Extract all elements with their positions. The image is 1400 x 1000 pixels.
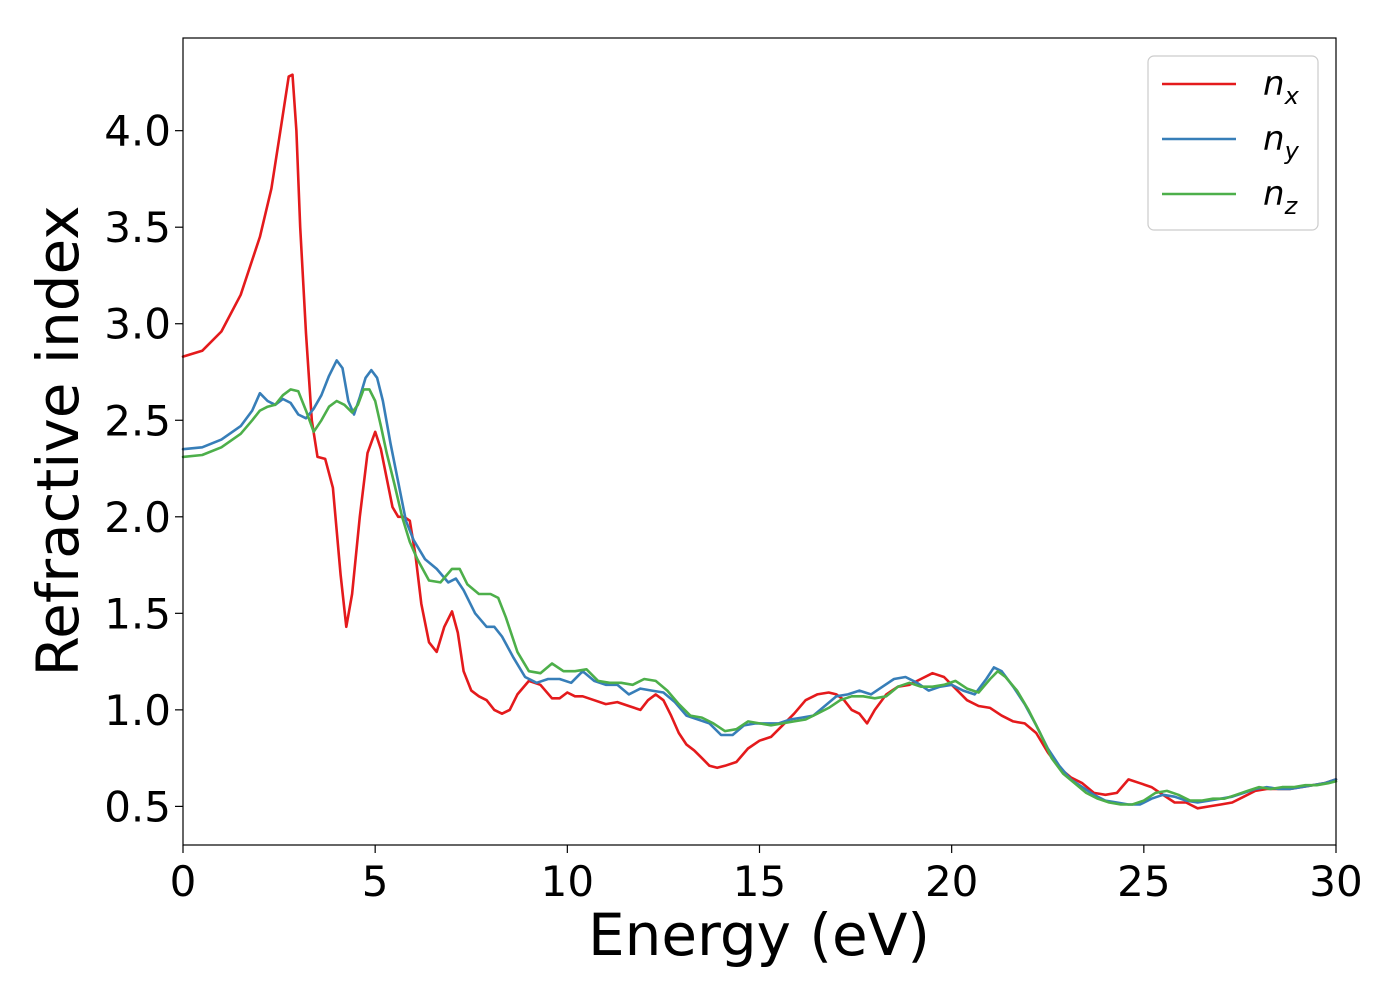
y-tick-label: 2.0 [104,493,171,542]
x-tick-label: 25 [1117,857,1170,906]
y-tick-label: 1.0 [104,686,171,735]
plot-frame [182,37,1337,846]
y-tick-label: 0.5 [104,782,171,831]
y-tick-label: 4.0 [104,107,171,156]
series-line-z [181,388,1338,806]
x-tick-label: 10 [541,857,594,906]
legend: nx ny nz [1147,55,1319,231]
y-axis-title: Refractive index [24,205,92,676]
x-tick-label: 15 [733,857,786,906]
legend-label-z: nz [1263,174,1299,220]
legend-box [1147,55,1319,231]
axis-ticks: 0 5 10 15 20 25 30 0.5 1.0 1.5 2.0 2.5 3.0 3.5 4.0 [104,107,1363,906]
x-tick-label: 20 [925,857,978,906]
x-tick-label: 0 [170,857,197,906]
series-line-x [181,73,1338,810]
plot-lines [181,73,1338,810]
y-tick-label: 1.5 [104,589,171,638]
y-tick-label: 2.5 [104,396,171,445]
x-tick-label: 30 [1309,857,1362,906]
series-line-y [181,359,1338,806]
y-tick-label: 3.5 [104,203,171,252]
x-axis-title: Energy (eV) [588,901,930,969]
x-tick-label: 5 [362,857,389,906]
legend-label-x: nx [1263,64,1300,110]
legend-label-y: ny [1263,119,1300,165]
y-tick-label: 3.0 [104,300,171,349]
